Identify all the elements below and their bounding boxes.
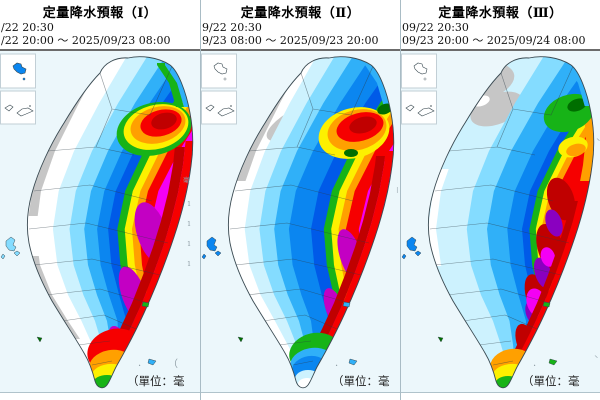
cropped-text-fragment: 1 (187, 200, 192, 208)
precip-cell (545, 209, 563, 237)
cropped-text-fragment: 丶 (593, 353, 600, 361)
forecast-period: 09/23 20:00 ～ 2025/09/24 08:00 (402, 34, 586, 47)
issued-time: /22 20:30 (1, 21, 54, 34)
precip-strip (321, 151, 394, 349)
liuqiu-island (437, 336, 444, 343)
precip-cell (566, 143, 586, 157)
cropped-text-fragment: · (335, 361, 339, 372)
taiwan-precip-map (401, 53, 595, 389)
taiwan-coastline (26, 56, 194, 389)
unit-label: （單位：毫 (522, 374, 580, 388)
matsu-islet (423, 77, 427, 81)
matsu-islands (413, 62, 428, 75)
precip-cell (567, 98, 587, 112)
county-borders (229, 63, 375, 366)
liuqiu-island (237, 336, 244, 343)
county-borders (429, 63, 575, 366)
forecast-period: /22 20:00 ～ 2025/09/23 08:00 (1, 34, 171, 47)
precip-strip (157, 63, 184, 107)
issued-time: 09/22 20:30 (402, 21, 469, 34)
matsu-islands (213, 62, 228, 75)
kinmen-islet (430, 105, 433, 108)
precip-strip (115, 141, 193, 357)
precip-strip (30, 256, 80, 339)
panel-header: 定量降水預報（Ⅱ） 9/22 20:30 9/23 08:00 ～ 2025/0… (201, 0, 400, 51)
green-island (141, 301, 150, 308)
precip-cell (449, 78, 473, 92)
qpf-panel-3: 定量降水預報（Ⅲ） 09/22 20:30 09/23 20:00 ～ 2025… (400, 0, 600, 400)
forecast-period: 9/23 08:00 ～ 2025/09/23 20:00 (202, 34, 379, 47)
orchid-island (348, 358, 358, 366)
liuqiu-island (36, 336, 43, 343)
taiwan-precip-map (201, 53, 395, 389)
panel-title: 定量降水預報（Ⅲ） (438, 6, 563, 21)
kinmen-islands (4, 104, 34, 117)
taiwan-coastline (427, 56, 595, 389)
panel-title: 定量降水預報（Ⅰ） (42, 6, 158, 21)
precip-strip (514, 201, 578, 351)
precip-strip (313, 156, 385, 346)
cropped-text-fragment: 1 (187, 260, 192, 268)
kinmen-islands (405, 104, 435, 117)
map-area: （單位：毫 毫 1 1 1 1 · （ (0, 51, 200, 393)
cropped-text-fragment: 1 (187, 240, 192, 248)
cropped-text-fragment: 丶 (595, 137, 600, 144)
taiwan-precip-map (0, 53, 194, 389)
precip-strip (107, 147, 185, 353)
precip-cell (298, 378, 316, 388)
cropped-text-fragment: 毫 (183, 176, 190, 184)
green-island (542, 301, 551, 308)
orchid-island (147, 358, 157, 366)
precip-strip (165, 63, 191, 107)
precip-strip (566, 63, 592, 106)
precip-cell (495, 376, 521, 388)
precip-cell (546, 177, 576, 221)
penghu-islands (0, 236, 21, 260)
panel-header: 定量降水預報（Ⅲ） 09/22 20:30 09/23 20:00 ～ 2025… (401, 0, 600, 51)
kinmen-inset-box (0, 90, 36, 125)
matsu-islet (223, 77, 227, 81)
qpf-panel-1: 定量降水預報（Ⅰ） /22 20:30 /22 20:00 ～ 2025/09/… (0, 0, 200, 400)
cropped-text-fragment: · (533, 361, 537, 372)
unit-label: （單位：毫 (332, 374, 390, 388)
map-area: （單位：毫 丨 · (201, 51, 400, 393)
penghu-islands (201, 236, 222, 260)
county-borders (28, 63, 174, 366)
unit-label: （單位：毫 (127, 374, 185, 388)
kinmen-islet (230, 105, 233, 108)
taiwan-coastline (227, 56, 395, 389)
precip-cell (540, 247, 556, 267)
kinmen-islands (205, 104, 235, 117)
panel-header: 定量降水預報（Ⅰ） /22 20:30 /22 20:00 ～ 2025/09/… (0, 0, 200, 51)
precip-strip (28, 57, 104, 216)
map-area: （單位：毫 丶丶· (401, 51, 600, 393)
qpf-panel-2: 定量降水預報（Ⅱ） 9/22 20:30 9/23 08:00 ～ 2025/0… (200, 0, 400, 400)
orchid-island (548, 358, 558, 366)
precip-strip (519, 201, 585, 353)
precip-cell (151, 112, 177, 130)
penghu-islands (401, 236, 422, 260)
precip-cell (93, 375, 121, 388)
precip-cell (377, 103, 393, 115)
cropped-text-fragment: 1 (187, 220, 192, 228)
issued-time: 9/22 20:30 (202, 21, 262, 34)
panel-title: 定量降水預報（Ⅱ） (240, 6, 361, 21)
cropped-text-fragment: （ (168, 359, 178, 370)
cropped-text-fragment: · (138, 361, 142, 372)
matsu-islands (12, 62, 27, 75)
precip-cell (344, 149, 358, 157)
kinmen-islet (29, 105, 32, 108)
matsu-islet (22, 77, 26, 81)
precip-strip (365, 63, 392, 107)
green-island (342, 301, 351, 308)
precip-cell (349, 116, 377, 134)
cropped-text-fragment: 丨 (394, 186, 400, 194)
